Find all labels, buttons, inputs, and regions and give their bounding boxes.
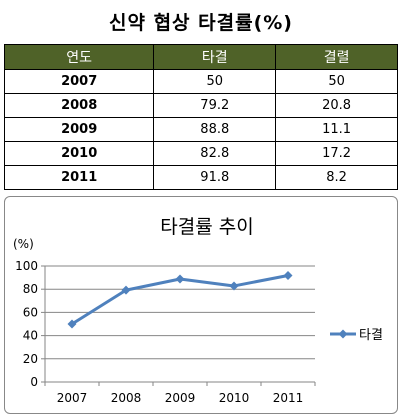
legend-marker: [338, 329, 348, 339]
table-row: 2008 79.2 20.8: [3, 93, 398, 118]
cell-broken: 8.2: [275, 165, 398, 190]
cell-broken: 50: [275, 69, 398, 94]
cell-broken: 17.2: [275, 141, 398, 166]
table-row: 2007 50 50: [3, 69, 398, 94]
cell-broken: 11.1: [275, 117, 398, 142]
y-tick-label: 80: [23, 282, 38, 296]
table-row: 2011 91.8 8.2: [3, 165, 398, 190]
x-tick-label: 2011: [273, 391, 304, 405]
cell-year: 2009: [3, 117, 155, 142]
chart-title: 타결률 추이: [160, 216, 253, 238]
y-tick-label: 60: [23, 305, 38, 319]
header-broken: 결렬: [275, 44, 398, 70]
data-point: [121, 285, 131, 295]
cell-year: 2007: [3, 69, 155, 94]
x-tick-label: 2010: [219, 391, 250, 405]
y-axis-label: (%): [13, 237, 34, 251]
cell-agreed: 88.8: [153, 117, 277, 142]
data-point: [175, 274, 185, 284]
cell-broken: 20.8: [275, 93, 398, 118]
x-tick-label: 2009: [165, 391, 196, 405]
data-point: [67, 319, 77, 329]
header-agreed: 타결: [153, 44, 277, 70]
legend-label: 타결: [359, 328, 383, 343]
table-row: 2009 88.8 11.1: [3, 117, 398, 142]
table-header-row: 연도 타결 결렬: [3, 44, 398, 70]
cell-agreed: 50: [153, 69, 277, 94]
y-tick-label: 0: [30, 375, 38, 389]
data-table: 연도 타결 결렬 2007 50 50 2008 79.2 20.8 2009 …: [3, 44, 398, 190]
chart-container: 타결률 추이 (%) 0 20 40 60 80 100 2007 2008 2009 2010 2…: [4, 196, 398, 414]
line-chart: 타결률 추이 (%) 0 20 40 60 80 100 2007 2008 2009 2010 2…: [13, 216, 383, 405]
data-point: [229, 281, 239, 291]
header-year: 연도: [3, 44, 155, 70]
x-tick-label: 2008: [111, 391, 142, 405]
cell-year: 2008: [3, 93, 155, 118]
y-tick-label: 20: [23, 352, 38, 366]
y-tick-label: 40: [23, 329, 38, 343]
cell-year: 2010: [3, 141, 155, 166]
page-title: 신약 협상 타결률(%): [109, 12, 293, 34]
y-tick-label: 100: [15, 259, 38, 273]
cell-year: 2011: [3, 165, 155, 190]
cell-agreed: 79.2: [153, 93, 277, 118]
data-point: [283, 271, 293, 281]
table-row: 2010 82.8 17.2: [3, 141, 398, 166]
cell-agreed: 82.8: [153, 141, 277, 166]
x-tick-label: 2007: [57, 391, 88, 405]
cell-agreed: 91.8: [153, 165, 277, 190]
